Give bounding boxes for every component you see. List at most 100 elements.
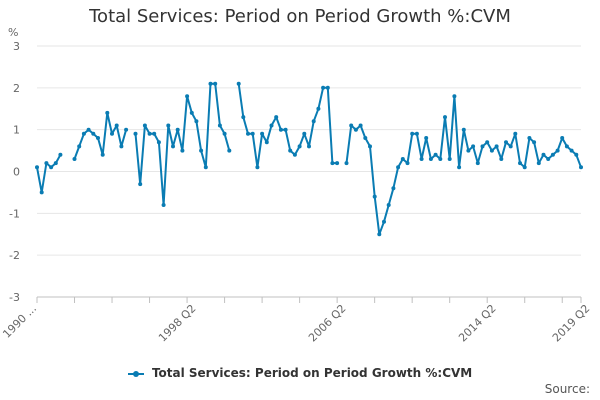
data-point[interactable] — [100, 152, 105, 157]
data-point[interactable] — [166, 123, 171, 128]
data-point[interactable] — [39, 190, 44, 195]
data-point[interactable] — [424, 136, 429, 140]
data-point[interactable] — [574, 152, 579, 157]
data-point[interactable] — [161, 203, 166, 207]
data-point[interactable] — [246, 131, 250, 136]
data-point[interactable] — [114, 123, 119, 128]
data-point[interactable] — [522, 165, 527, 170]
data-point[interactable] — [386, 203, 391, 207]
data-point[interactable] — [110, 131, 114, 136]
data-point[interactable] — [508, 144, 513, 149]
data-point[interactable] — [260, 131, 265, 136]
data-point[interactable] — [546, 157, 551, 161]
data-point[interactable] — [344, 161, 349, 166]
data-point[interactable] — [297, 144, 302, 149]
data-point[interactable] — [49, 165, 54, 170]
data-point[interactable] — [86, 127, 91, 132]
data-point[interactable] — [457, 165, 462, 170]
data-point[interactable] — [77, 144, 82, 149]
data-point[interactable] — [292, 152, 297, 157]
data-point[interactable] — [142, 123, 147, 128]
data-point[interactable] — [269, 123, 274, 128]
data-point[interactable] — [283, 127, 288, 132]
data-point[interactable] — [461, 127, 466, 132]
data-point[interactable] — [44, 161, 49, 166]
data-point[interactable] — [438, 157, 443, 161]
data-point[interactable] — [311, 119, 316, 124]
data-point[interactable] — [532, 140, 537, 145]
data-point[interactable] — [363, 136, 368, 140]
data-point[interactable] — [335, 161, 340, 166]
data-point[interactable] — [372, 194, 377, 199]
data-point[interactable] — [485, 140, 490, 145]
data-point[interactable] — [400, 157, 405, 161]
data-point[interactable] — [58, 152, 63, 157]
data-point[interactable] — [213, 81, 218, 86]
data-point[interactable] — [180, 148, 185, 153]
data-point[interactable] — [368, 144, 372, 149]
data-point[interactable] — [227, 148, 232, 153]
data-point[interactable] — [119, 144, 124, 149]
data-point[interactable] — [564, 144, 569, 149]
data-point[interactable] — [302, 131, 307, 136]
data-point[interactable] — [489, 148, 494, 153]
data-point[interactable] — [208, 81, 213, 86]
data-point[interactable] — [72, 157, 77, 161]
data-point[interactable] — [189, 110, 194, 115]
data-point[interactable] — [349, 123, 354, 128]
data-point[interactable] — [288, 148, 293, 153]
data-point[interactable] — [396, 165, 401, 170]
data-point[interactable] — [316, 106, 321, 111]
data-point[interactable] — [171, 144, 175, 149]
data-point[interactable] — [105, 110, 110, 115]
data-point[interactable] — [475, 161, 480, 166]
data-point[interactable] — [217, 123, 222, 128]
data-point[interactable] — [555, 148, 560, 153]
data-point[interactable] — [382, 219, 386, 224]
data-point[interactable] — [194, 119, 199, 124]
data-point[interactable] — [480, 144, 485, 149]
data-point[interactable] — [241, 115, 246, 120]
data-point[interactable] — [358, 123, 363, 128]
legend[interactable]: Total Services: Period on Period Growth … — [0, 366, 600, 380]
data-point[interactable] — [579, 165, 583, 170]
data-point[interactable] — [541, 152, 546, 157]
data-point[interactable] — [124, 127, 129, 132]
data-point[interactable] — [147, 131, 152, 136]
data-point[interactable] — [391, 186, 396, 191]
data-point[interactable] — [499, 157, 504, 161]
data-point[interactable] — [175, 127, 180, 132]
data-point[interactable] — [443, 115, 447, 120]
data-point[interactable] — [35, 165, 39, 170]
data-point[interactable] — [353, 127, 358, 132]
data-point[interactable] — [569, 148, 574, 153]
data-point[interactable] — [53, 161, 58, 166]
data-point[interactable] — [536, 161, 541, 166]
data-point[interactable] — [513, 131, 518, 136]
data-point[interactable] — [250, 131, 255, 136]
data-point[interactable] — [452, 94, 457, 99]
data-point[interactable] — [447, 157, 452, 161]
data-point[interactable] — [185, 94, 190, 99]
data-point[interactable] — [504, 140, 508, 145]
data-point[interactable] — [414, 131, 419, 136]
data-point[interactable] — [330, 161, 335, 166]
data-point[interactable] — [321, 85, 326, 90]
data-point[interactable] — [550, 152, 555, 157]
data-point[interactable] — [405, 161, 410, 166]
data-point[interactable] — [91, 131, 96, 136]
data-point[interactable] — [325, 85, 330, 90]
data-point[interactable] — [203, 165, 208, 170]
data-point[interactable] — [152, 131, 157, 136]
data-point[interactable] — [264, 140, 269, 145]
data-point[interactable] — [466, 148, 471, 153]
data-point[interactable] — [81, 131, 86, 136]
data-point[interactable] — [560, 136, 565, 140]
data-point[interactable] — [133, 131, 138, 136]
data-point[interactable] — [156, 140, 161, 145]
data-point[interactable] — [138, 182, 143, 187]
data-point[interactable] — [518, 161, 522, 166]
data-point[interactable] — [377, 232, 382, 237]
data-point[interactable] — [96, 136, 100, 140]
data-point[interactable] — [410, 131, 415, 136]
